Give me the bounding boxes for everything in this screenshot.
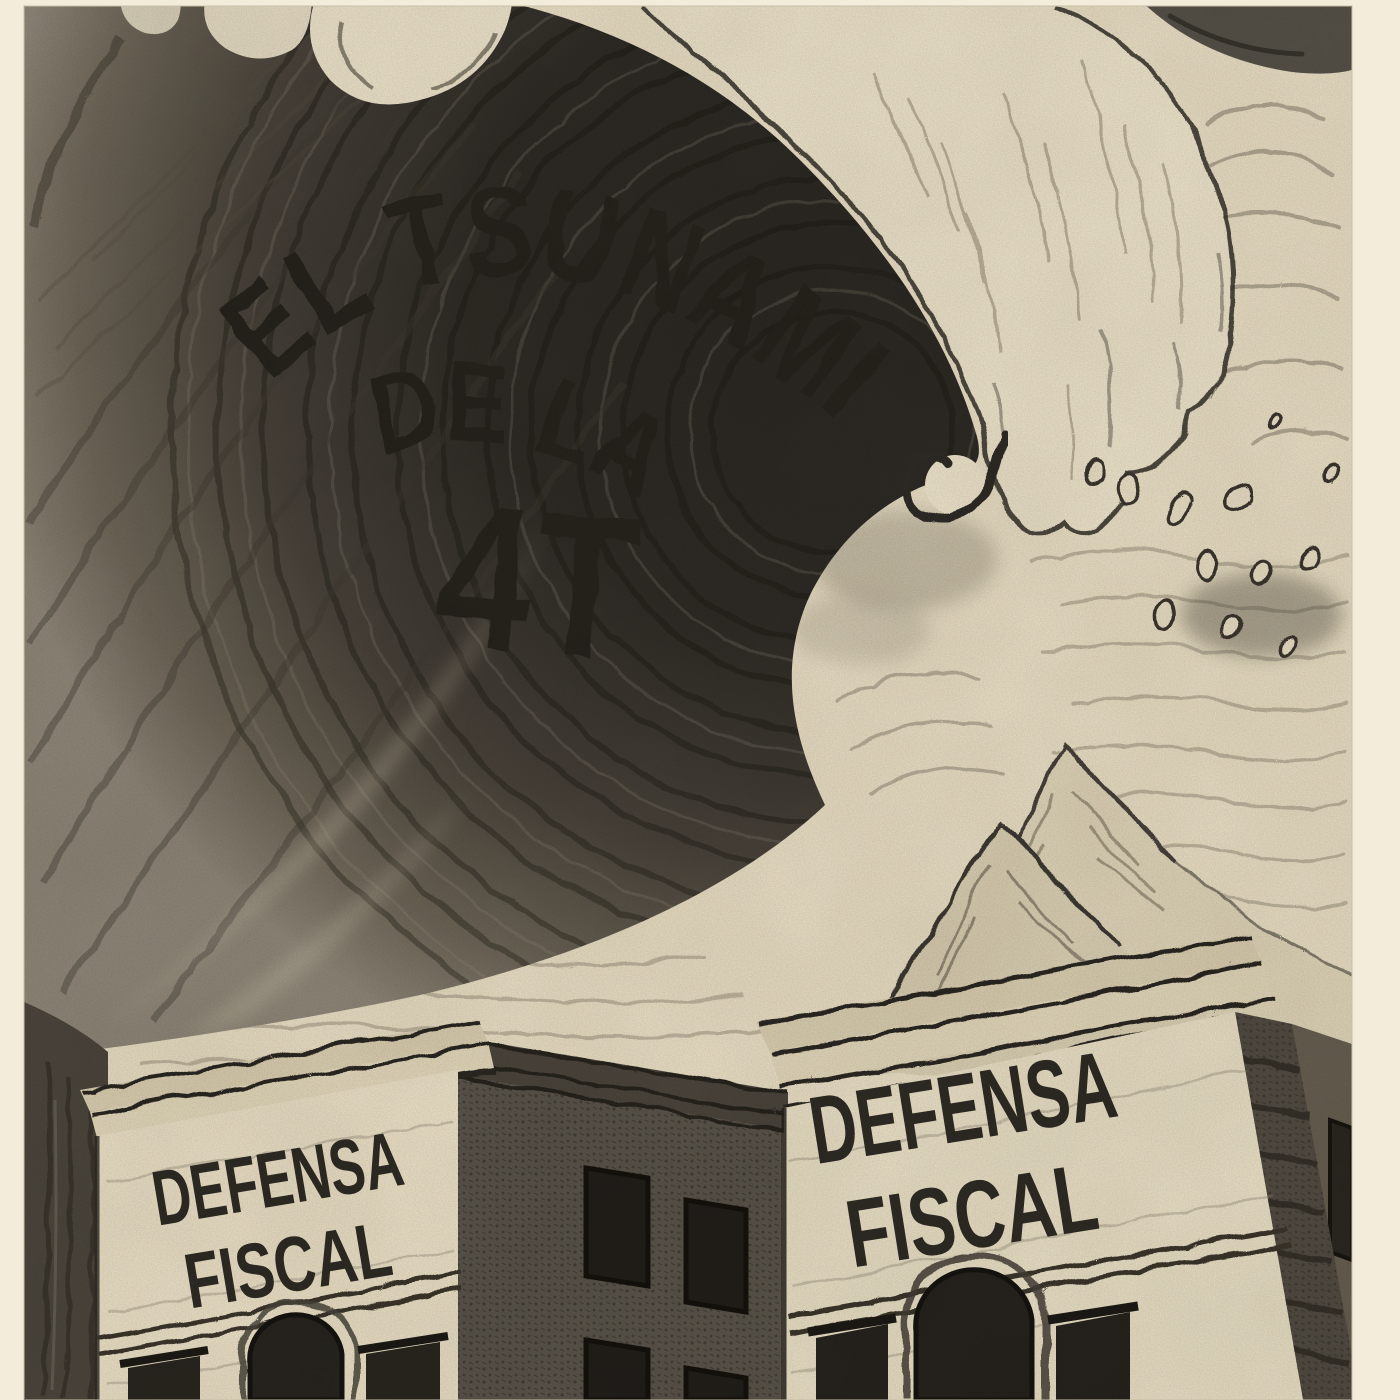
drawing-area: EL TSUNAMI DE LA 4T	[24, 6, 1352, 1400]
drawing-edge	[23, 5, 1353, 1400]
paper-grain-overlay	[24, 6, 1352, 1400]
